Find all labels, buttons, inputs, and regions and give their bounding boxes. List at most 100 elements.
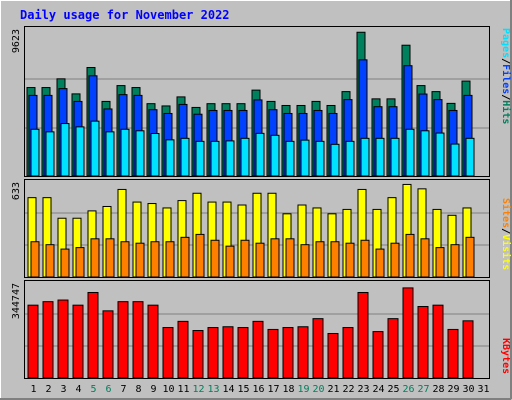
legend-hits: Hits bbox=[500, 100, 512, 124]
kbytes-bar bbox=[42, 301, 54, 379]
pages-bar bbox=[465, 137, 475, 177]
pages-bar bbox=[315, 140, 325, 177]
sites-bar bbox=[225, 245, 235, 278]
sites-bar bbox=[150, 241, 160, 278]
pages-bar bbox=[225, 140, 235, 177]
x-tick-label: 26 bbox=[402, 384, 414, 395]
x-tick-label: 25 bbox=[387, 384, 399, 395]
pages-bar bbox=[195, 140, 205, 177]
chart-title: Daily usage for November 2022 bbox=[20, 8, 230, 22]
kbytes-bar bbox=[237, 327, 249, 379]
x-tick-label: 22 bbox=[342, 384, 354, 395]
x-tick-label: 20 bbox=[312, 384, 324, 395]
legend-files: Files bbox=[500, 64, 512, 94]
kbytes-bar bbox=[117, 301, 129, 379]
sites-bar bbox=[375, 248, 385, 278]
pages-bar bbox=[150, 133, 160, 177]
sites-bar bbox=[345, 242, 355, 278]
x-tick-label: 8 bbox=[135, 384, 141, 395]
sites-bar bbox=[330, 241, 340, 278]
kbytes-bar bbox=[162, 327, 174, 379]
kbytes-bar bbox=[222, 326, 234, 379]
x-tick-label: 19 bbox=[297, 384, 309, 395]
kbytes-bar bbox=[72, 304, 84, 379]
pages-bar bbox=[360, 137, 370, 177]
pages-bar bbox=[30, 128, 40, 177]
kbytes-bar bbox=[27, 304, 39, 379]
kbytes-bar bbox=[357, 291, 369, 379]
sites-bar bbox=[120, 241, 130, 278]
legend-kbytes: KBytes bbox=[500, 338, 511, 374]
kbytes-bar bbox=[387, 318, 399, 379]
kbytes-bar bbox=[432, 304, 444, 379]
x-tick-label: 15 bbox=[237, 384, 249, 395]
pages-bar bbox=[75, 126, 85, 177]
x-tick-label: 27 bbox=[417, 384, 429, 395]
kbytes-bar bbox=[342, 327, 354, 379]
x-tick-label: 24 bbox=[372, 384, 384, 395]
x-tick-label: 9 bbox=[150, 384, 156, 395]
kbytes-bar bbox=[87, 291, 99, 379]
kbytes-bar bbox=[252, 320, 264, 379]
x-tick-label: 29 bbox=[447, 384, 459, 395]
kbytes-bar bbox=[102, 310, 114, 379]
sites-bar bbox=[315, 241, 325, 278]
kbytes-bar bbox=[462, 320, 474, 379]
x-tick-label: 13 bbox=[207, 384, 219, 395]
x-tick-label: 23 bbox=[357, 384, 369, 395]
pages-bar bbox=[240, 137, 250, 177]
x-tick-label: 4 bbox=[75, 384, 81, 395]
kbytes-bar bbox=[177, 320, 189, 379]
y-max-visits-label: 633 bbox=[11, 182, 22, 200]
kbytes-bar bbox=[327, 332, 339, 379]
kbytes-bar bbox=[447, 328, 459, 379]
kbytes-bar bbox=[57, 299, 69, 379]
kbytes-bar bbox=[207, 327, 219, 379]
pages-bar bbox=[420, 130, 430, 177]
x-tick-label: 31 bbox=[477, 384, 489, 395]
legend-pages: Pages bbox=[500, 28, 511, 58]
x-tick-label: 14 bbox=[222, 384, 234, 395]
x-tick-label: 18 bbox=[282, 384, 294, 395]
pages-bar bbox=[405, 128, 415, 177]
pages-bar bbox=[255, 132, 265, 177]
y-max-hits-label: 9623 bbox=[11, 29, 22, 53]
pages-bar bbox=[345, 140, 355, 177]
panel-kbytes bbox=[24, 280, 490, 379]
pages-bar bbox=[165, 139, 175, 177]
pages-bar bbox=[210, 140, 220, 177]
pages-bar bbox=[300, 139, 310, 177]
kbytes-bar bbox=[192, 330, 204, 379]
pages-bar bbox=[450, 143, 460, 177]
x-tick-label: 12 bbox=[192, 384, 204, 395]
legend-separator: / bbox=[500, 228, 511, 234]
x-tick-label: 21 bbox=[327, 384, 339, 395]
pages-bar bbox=[375, 137, 385, 177]
pages-bar bbox=[285, 140, 295, 177]
kbytes-bar bbox=[312, 318, 324, 379]
x-tick-label: 2 bbox=[45, 384, 51, 395]
sites-bar bbox=[135, 242, 145, 278]
sites-bar bbox=[420, 238, 430, 278]
kbytes-bar bbox=[402, 287, 414, 379]
legend-separator: / bbox=[500, 94, 511, 100]
sites-bar bbox=[90, 238, 100, 278]
pages-bar bbox=[435, 132, 445, 177]
x-tick-label: 30 bbox=[462, 384, 474, 395]
sites-bar bbox=[165, 241, 175, 278]
sites-bar bbox=[195, 233, 205, 278]
x-tick-label: 16 bbox=[252, 384, 264, 395]
kbytes-bar bbox=[417, 306, 429, 379]
pages-bar bbox=[330, 143, 340, 177]
sites-bar bbox=[210, 239, 220, 278]
sites-bar bbox=[300, 244, 310, 278]
x-tick-label: 5 bbox=[90, 384, 96, 395]
kbytes-bar bbox=[372, 331, 384, 379]
sites-bar bbox=[390, 242, 400, 278]
x-tick-label: 11 bbox=[177, 384, 189, 395]
sites-bar bbox=[255, 242, 265, 278]
sites-bar bbox=[105, 238, 115, 278]
legend-visits: Visits bbox=[500, 234, 512, 270]
sites-bar bbox=[45, 244, 55, 278]
